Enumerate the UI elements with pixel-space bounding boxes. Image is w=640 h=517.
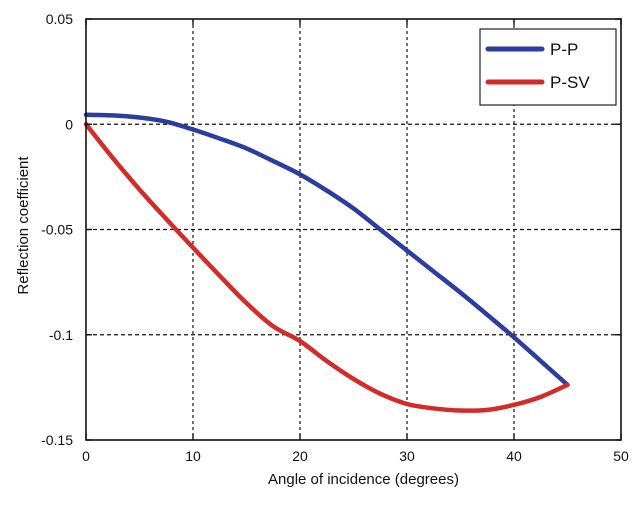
series-line-p-p [83,112,570,388]
x-tick-label: 10 [185,448,201,464]
series-lines [83,112,570,413]
y-tick-label: 0.05 [46,11,73,27]
legend-box [479,28,617,106]
y-axis-label: Reflection coefficient [15,156,32,295]
y-tick-label: -0.1 [49,327,73,343]
x-tick-label: 30 [399,448,415,464]
series-line-p-sv [83,122,570,413]
legend-label-p-p: P-P [550,40,578,59]
legend-items: P-P P-SV [485,40,590,92]
y-tick-label: 0 [65,116,73,132]
legend-label-p-sv: P-SV [550,73,590,92]
y-tick-labels: 0.05 0 -0.05 -0.1 -0.15 [41,11,73,448]
x-tick-label: 20 [292,448,308,464]
x-tick-label: 40 [506,448,522,464]
y-tick-label: -0.15 [41,432,73,448]
y-tick-label: -0.05 [41,222,73,238]
x-tick-label: 50 [613,448,629,464]
tick-marks [85,18,622,441]
x-tick-label: 0 [82,448,90,464]
x-tick-labels: 0 10 20 30 40 50 [82,448,629,464]
grid [86,19,621,440]
x-axis-label: Angle of incidence (degrees) [268,471,459,488]
legend: P-P P-SV [479,28,617,106]
